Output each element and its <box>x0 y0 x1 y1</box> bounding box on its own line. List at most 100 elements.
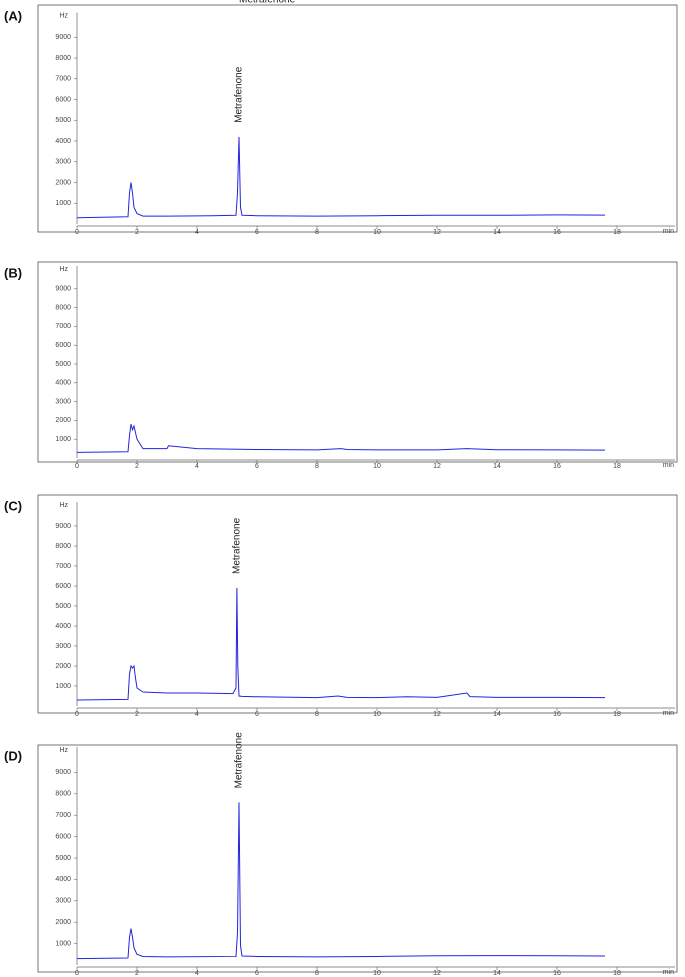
x-tick-label: 16 <box>553 711 561 718</box>
y-tick-label: 1000 <box>55 436 71 443</box>
x-tick-label: 14 <box>493 463 501 470</box>
x-tick-label: 2 <box>135 463 139 470</box>
y-tick-label: 6000 <box>55 342 71 349</box>
panel: (B) Hz min 1000 2000 3000 4000 5000 6000 7000 8000… <box>4 0 678 470</box>
y-tick-label: 8000 <box>55 55 71 62</box>
x-tick-label: 0 <box>75 970 79 977</box>
y-tick-label: 7000 <box>55 76 71 83</box>
x-tick-label: 2 <box>135 229 139 236</box>
x-tick-label: 6 <box>255 970 259 977</box>
y-tick-label: 8000 <box>55 543 71 550</box>
y-tick-label: 1000 <box>55 200 71 207</box>
peak-annotation: Metrafenone <box>232 517 243 574</box>
y-tick-label: 8000 <box>55 791 71 798</box>
y-tick-label: 2000 <box>55 919 71 926</box>
panel-label: (D) <box>4 748 22 763</box>
x-tick-label: 18 <box>613 711 621 718</box>
y-unit: Hz <box>59 12 68 19</box>
chromatogram-line <box>76 424 606 453</box>
x-tick-label: 0 <box>75 711 79 718</box>
x-tick-label: 6 <box>255 711 259 718</box>
x-tick-label: 2 <box>135 711 139 718</box>
x-tick-label: 18 <box>613 229 621 236</box>
y-tick-label: 3000 <box>55 159 71 166</box>
x-tick-label: 4 <box>195 463 199 470</box>
y-tick-label: 5000 <box>55 361 71 368</box>
peak-annotation: Metrafenone <box>239 0 296 6</box>
y-tick-label: 4000 <box>55 623 71 630</box>
x-tick-label: 10 <box>373 463 381 470</box>
y-unit: Hz <box>59 266 68 273</box>
y-unit: Hz <box>59 747 68 754</box>
y-tick-label: 9000 <box>55 34 71 41</box>
y-tick-label: 6000 <box>55 96 71 103</box>
y-tick-label: 3000 <box>55 643 71 650</box>
y-tick-label: 7000 <box>55 812 71 819</box>
x-tick-label: 8 <box>315 970 319 977</box>
x-tick-label: 14 <box>493 970 501 977</box>
x-tick-label: 4 <box>195 229 199 236</box>
x-tick-label: 18 <box>613 463 621 470</box>
y-unit: Hz <box>59 502 68 509</box>
x-tick-label: 16 <box>553 229 561 236</box>
y-tick-label: 9000 <box>55 286 71 293</box>
x-unit: min <box>663 228 674 235</box>
panel-frame <box>37 4 678 233</box>
peak-annotation: Metrafenone <box>234 732 245 789</box>
x-tick-label: 4 <box>195 970 199 977</box>
x-tick-label: 6 <box>255 229 259 236</box>
y-tick-label: 4000 <box>55 138 71 145</box>
y-tick-label: 7000 <box>55 323 71 330</box>
x-tick-label: 6 <box>255 463 259 470</box>
y-tick-label: 9000 <box>55 523 71 530</box>
x-tick-label: 10 <box>373 970 381 977</box>
x-unit: min <box>663 710 674 717</box>
x-tick-label: 10 <box>373 711 381 718</box>
y-tick-label: 9000 <box>55 769 71 776</box>
x-tick-label: 14 <box>493 711 501 718</box>
x-tick-label: 10 <box>373 229 381 236</box>
x-tick-label: 12 <box>433 970 441 977</box>
x-unit: min <box>663 462 674 469</box>
chromatogram-line <box>76 587 606 701</box>
x-tick-label: 16 <box>553 463 561 470</box>
panel-frame <box>37 494 678 714</box>
x-tick-label: 8 <box>315 229 319 236</box>
panel: (C) Hz min 1000 2000 3000 4000 5000 6000 7000 8000… <box>4 494 678 718</box>
y-tick-label: 8000 <box>55 304 71 311</box>
panel-label: (A) <box>4 8 22 23</box>
y-tick-label: 5000 <box>55 117 71 124</box>
x-tick-label: 16 <box>553 970 561 977</box>
x-unit: min <box>663 969 674 976</box>
chromatogram-line <box>76 136 606 219</box>
panel-frame <box>37 261 678 463</box>
chromatogram-line <box>76 802 606 960</box>
panel-frame <box>37 744 678 973</box>
y-tick-label: 1000 <box>55 683 71 690</box>
y-tick-label: 6000 <box>55 833 71 840</box>
y-tick-label: 6000 <box>55 583 71 590</box>
y-tick-label: 2000 <box>55 663 71 670</box>
y-tick-label: 1000 <box>55 940 71 947</box>
panel: (A) Hz min 1000 2000 3000 4000 5000 6000 7000 8000… <box>4 4 678 236</box>
x-tick-label: 2 <box>135 970 139 977</box>
y-tick-label: 2000 <box>55 179 71 186</box>
x-tick-label: 8 <box>315 711 319 718</box>
panel-label: (B) <box>4 265 22 280</box>
y-tick-label: 5000 <box>55 855 71 862</box>
peak-annotation: Metrafenone <box>234 66 245 123</box>
panel-label: (C) <box>4 498 22 513</box>
y-tick-label: 3000 <box>55 398 71 405</box>
y-tick-label: 4000 <box>55 876 71 883</box>
x-tick-label: 8 <box>315 463 319 470</box>
y-tick-label: 7000 <box>55 563 71 570</box>
x-tick-label: 12 <box>433 711 441 718</box>
panel: (D) Hz min 1000 2000 3000 4000 5000 6000 7000 8000… <box>4 732 678 977</box>
x-tick-label: 14 <box>493 229 501 236</box>
y-tick-label: 5000 <box>55 603 71 610</box>
x-tick-label: 18 <box>613 970 621 977</box>
y-tick-label: 4000 <box>55 380 71 387</box>
x-tick-label: 0 <box>75 229 79 236</box>
